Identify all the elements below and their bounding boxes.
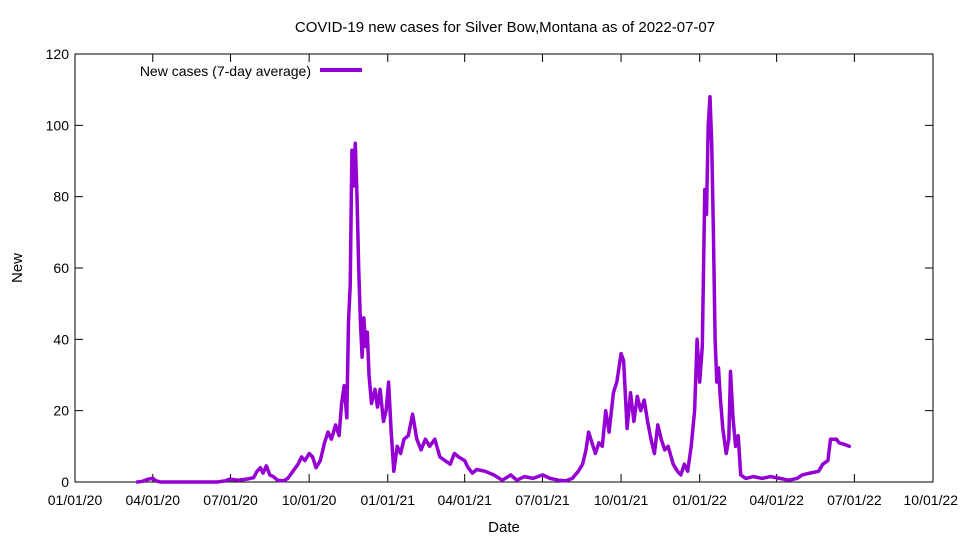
y-axis-label: New [9, 253, 26, 283]
chart-title: COVID-19 new cases for Silver Bow,Montan… [295, 19, 715, 36]
y-tick-label: 100 [46, 117, 70, 133]
x-tick-label: 04/01/20 [126, 492, 181, 508]
series-line [135, 95, 852, 484]
x-tick-label: 01/01/21 [361, 492, 416, 508]
x-tick-label: 07/01/20 [203, 492, 258, 508]
x-tick-label: 07/01/22 [827, 492, 882, 508]
legend-label: New cases (7-day average) [140, 63, 311, 79]
x-tick-label: 10/01/21 [594, 492, 649, 508]
x-tick-label: 10/01/20 [282, 492, 337, 508]
x-tick-label: 01/01/22 [672, 492, 727, 508]
y-tick-label: 40 [53, 331, 69, 347]
x-tick-label: 10/01/22 [904, 492, 959, 508]
y-tick-label: 20 [53, 403, 69, 419]
x-tick-label: 04/01/22 [749, 492, 804, 508]
x-tick-label: 01/01/20 [48, 492, 103, 508]
y-tick-label: 120 [46, 46, 70, 62]
y-tick-label: 0 [61, 474, 69, 490]
x-axis: 01/01/20 04/01/20 07/01/20 10/01/20 01/01/21… [48, 54, 958, 508]
x-tick-label: 07/01/21 [515, 492, 570, 508]
plot-frame [74, 53, 934, 483]
y-tick-label: 60 [53, 260, 69, 276]
legend: New cases (7-day average) [140, 63, 362, 79]
x-tick-label: 04/01/21 [437, 492, 492, 508]
y-axis: 0 20 40 60 80 100 120 [46, 46, 933, 490]
series-group [135, 95, 852, 484]
x-axis-label: Date [488, 519, 520, 536]
y-tick-label: 80 [53, 189, 69, 205]
